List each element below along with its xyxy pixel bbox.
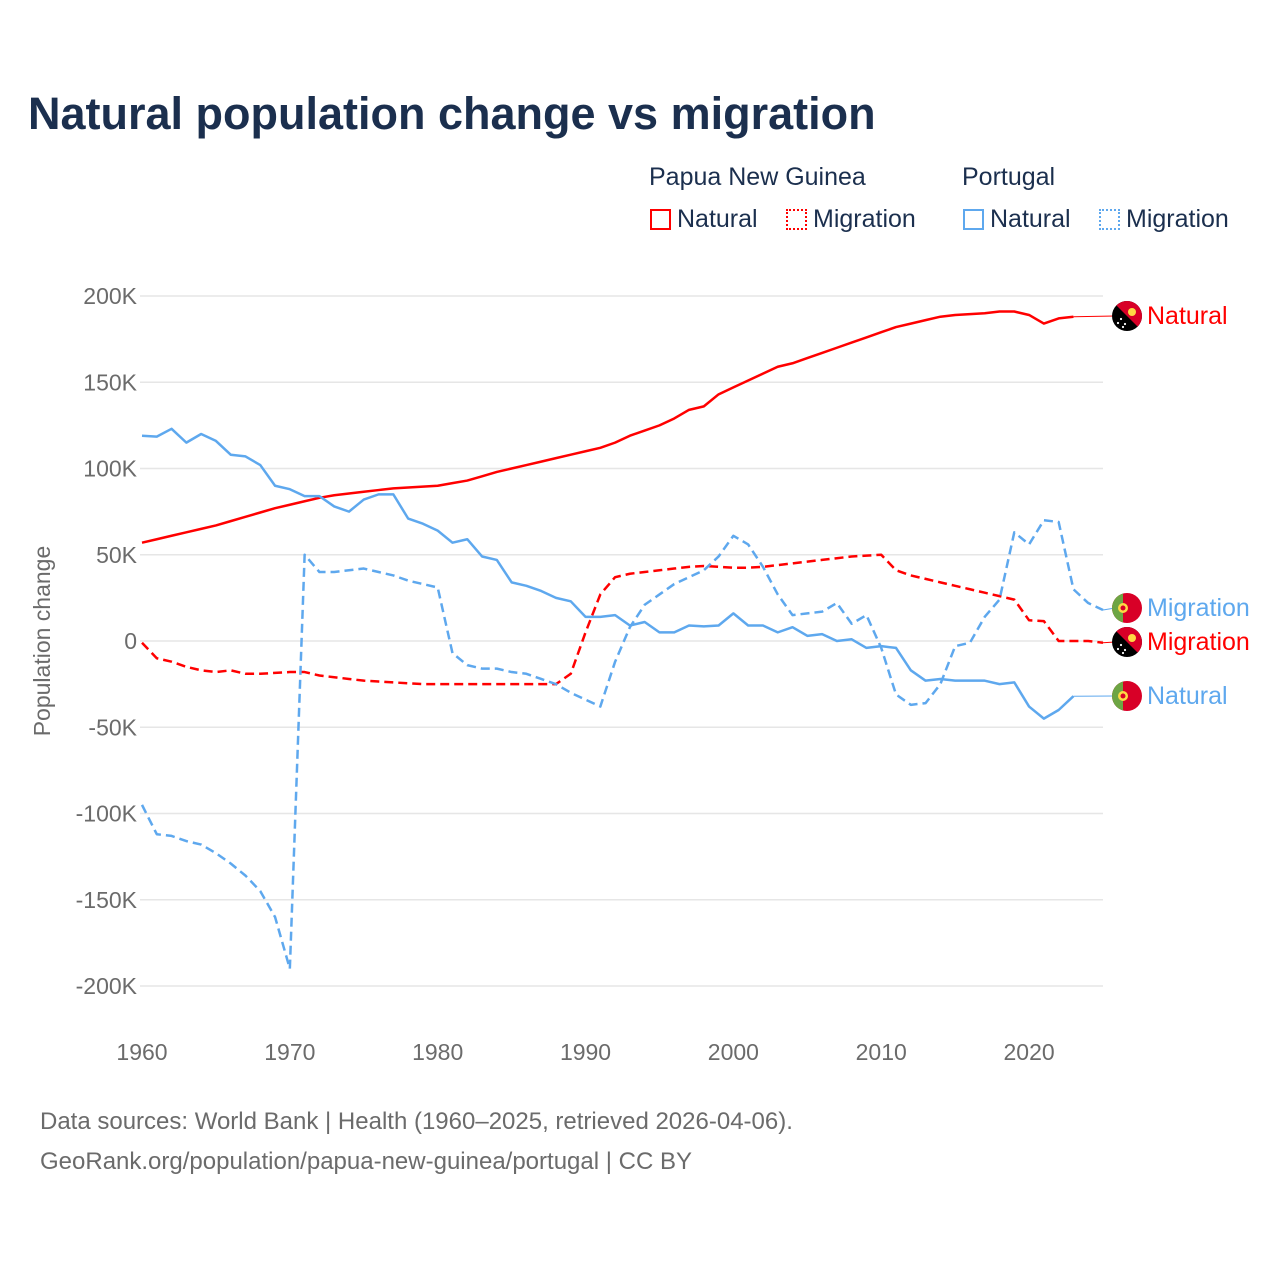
flag-red [1112, 627, 1142, 657]
portugal-flag-icon [1112, 681, 1142, 711]
legend-portugal-natural[interactable]: Natural [963, 205, 1071, 234]
legend-portugal-migration[interactable]: Migration [1099, 205, 1229, 234]
y-tick-label: 0 [124, 628, 137, 654]
dotted-swatch-icon [1099, 209, 1120, 230]
star [1116, 647, 1120, 651]
y-tick-label: -200K [76, 973, 138, 999]
legend-group-papua-new-guinea: Papua New Guinea [649, 163, 866, 191]
papua-new-guinea-flag-icon [1112, 301, 1142, 331]
legend-label: Natural [990, 205, 1071, 233]
end-label: Natural [1147, 682, 1228, 710]
y-tick-label: 50K [96, 542, 138, 568]
y-tick-label: 100K [83, 456, 137, 482]
bird-of-paradise [1128, 634, 1136, 642]
x-tick-label: 1990 [560, 1039, 611, 1065]
bird-of-paradise [1128, 308, 1136, 316]
flag-body [1112, 593, 1142, 623]
star [1119, 643, 1123, 647]
star [1121, 325, 1125, 329]
legend-label: Migration [1126, 205, 1229, 233]
series-line-papua-new-guinea-migration [141, 553, 1104, 686]
x-tick-label: 1970 [264, 1039, 315, 1065]
y-tick-label: -100K [76, 801, 138, 827]
papua-new-guinea-flag-icon [1112, 627, 1142, 657]
footer-url[interactable]: GeoRank.org/population/papua-new-guinea/… [40, 1148, 692, 1175]
end-label: Migration [1147, 628, 1250, 656]
flag-body [1112, 301, 1142, 331]
flag-body [1112, 627, 1142, 657]
x-tick-label: 2020 [1003, 1039, 1054, 1065]
series-line-papua-new-guinea-natural [141, 310, 1074, 544]
dotted-swatch-icon [786, 209, 807, 230]
footer-sources: Data sources: World Bank | Health (1960–… [40, 1108, 793, 1135]
flag-shield [1120, 693, 1126, 699]
star [1123, 648, 1127, 652]
star [1119, 317, 1123, 321]
y-tick-label: -50K [88, 714, 137, 740]
x-tick-label: 2010 [856, 1039, 907, 1065]
chart-title: Natural population change vs migration [28, 88, 876, 139]
y-tick-label: 150K [83, 369, 137, 395]
series-line-portugal-natural [141, 427, 1075, 720]
flag-body [1112, 681, 1142, 711]
solid-swatch-icon [650, 209, 671, 230]
legend-label: Migration [813, 205, 916, 233]
portugal-flag-icon [1112, 593, 1142, 623]
x-tick-label: 1960 [116, 1039, 167, 1065]
star [1123, 322, 1127, 326]
flag-red [1112, 301, 1142, 331]
flag-green [1112, 593, 1123, 623]
legend-png-natural[interactable]: Natural [650, 205, 758, 234]
star [1121, 651, 1125, 655]
end-label: Natural [1147, 302, 1228, 330]
flag-green [1112, 681, 1123, 711]
flag-shield [1120, 605, 1126, 611]
star [1116, 321, 1120, 325]
y-axis-label: Population change [29, 546, 55, 737]
legend-png-migration[interactable]: Migration [786, 205, 916, 234]
leader-line [1073, 315, 1116, 318]
y-tick-label: -150K [76, 887, 138, 913]
x-tick-label: 1980 [412, 1039, 463, 1065]
legend-label: Natural [677, 205, 758, 233]
x-tick-label: 2000 [708, 1039, 759, 1065]
end-label: Migration [1147, 594, 1250, 622]
y-tick-label: 200K [83, 283, 137, 309]
series-line-portugal-migration [140, 519, 1104, 970]
legend-group-portugal: Portugal [962, 163, 1056, 191]
solid-swatch-icon [963, 209, 984, 230]
